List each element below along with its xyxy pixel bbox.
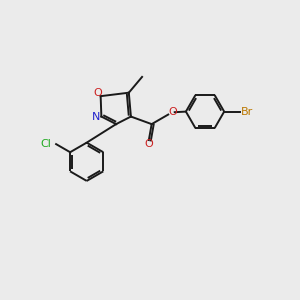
Text: N: N — [92, 112, 100, 122]
Text: Br: Br — [241, 106, 253, 117]
Text: O: O — [145, 140, 154, 149]
Text: Cl: Cl — [40, 139, 51, 148]
Text: O: O — [168, 107, 177, 117]
Text: O: O — [93, 88, 102, 98]
